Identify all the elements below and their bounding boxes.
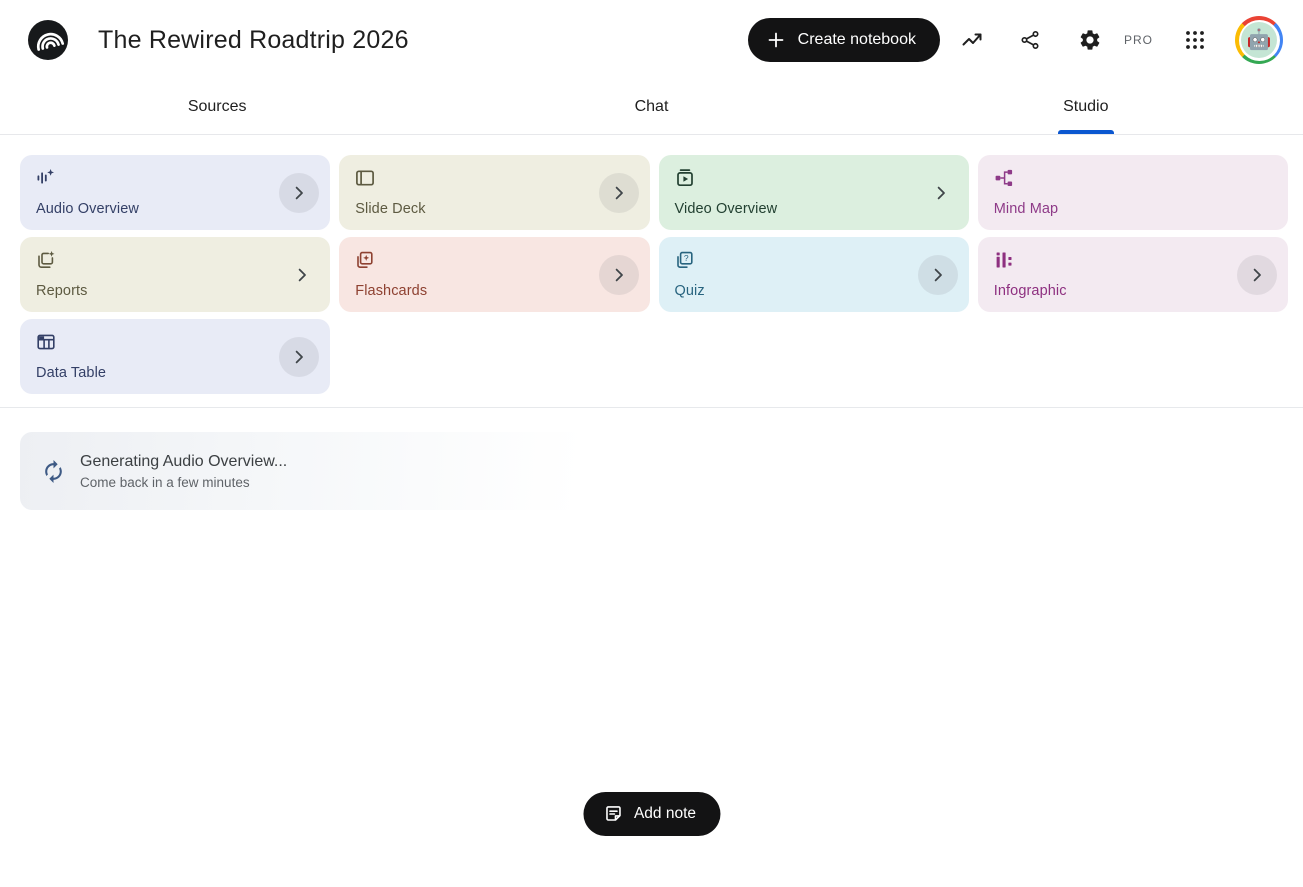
note-icon bbox=[603, 804, 623, 824]
generating-title: Generating Audio Overview... bbox=[80, 452, 288, 470]
chevron-right-icon[interactable] bbox=[1237, 254, 1277, 295]
chevron-right-icon[interactable] bbox=[929, 181, 953, 205]
studio-card-mind-map[interactable]: Mind Map bbox=[977, 155, 1288, 230]
studio-card-flashcards[interactable]: Flashcards bbox=[339, 237, 650, 312]
chevron-right-icon[interactable] bbox=[279, 336, 320, 377]
settings-gear-icon[interactable] bbox=[1078, 28, 1102, 52]
video-overview-icon bbox=[675, 168, 695, 188]
sync-icon bbox=[41, 459, 66, 484]
create-notebook-label: Create notebook bbox=[797, 31, 916, 48]
avatar[interactable]: 🤖 bbox=[1235, 16, 1283, 64]
studio-cards-grid: Audio Overview Slide Deck Video Overview… bbox=[0, 135, 1303, 394]
plus-icon bbox=[766, 30, 786, 50]
app-header: The Rewired Roadtrip 2026 Create noteboo… bbox=[0, 0, 1303, 80]
mind-map-icon bbox=[994, 168, 1014, 188]
infographic-icon bbox=[994, 250, 1014, 270]
card-label: Quiz bbox=[674, 283, 705, 299]
apps-grid-icon[interactable] bbox=[1183, 28, 1207, 52]
card-label: Data Table bbox=[36, 365, 107, 381]
data-table-icon bbox=[36, 332, 56, 352]
tab-chat[interactable]: Chat bbox=[634, 98, 669, 115]
chevron-right-icon[interactable] bbox=[290, 263, 314, 287]
card-label: Slide Deck bbox=[355, 201, 426, 217]
page-title[interactable]: The Rewired Roadtrip 2026 bbox=[98, 25, 409, 54]
avatar-ring: 🤖 bbox=[1238, 19, 1280, 61]
svg-text:?: ? bbox=[683, 253, 688, 263]
robot-avatar-image: 🤖 bbox=[1241, 22, 1277, 58]
studio-card-audio-overview[interactable]: Audio Overview bbox=[20, 155, 331, 230]
share-icon[interactable] bbox=[1018, 28, 1042, 52]
trending-up-icon[interactable] bbox=[960, 28, 984, 52]
studio-card-slide-deck[interactable]: Slide Deck bbox=[339, 155, 650, 230]
generating-status-row: Generating Audio Overview... Come back i… bbox=[20, 432, 628, 510]
header-actions: Create notebook PRO 🤖 bbox=[747, 16, 1283, 64]
tab-sources[interactable]: Sources bbox=[187, 98, 247, 115]
studio-card-infographic[interactable]: Infographic bbox=[977, 237, 1288, 312]
generating-subtitle: Come back in a few minutes bbox=[80, 474, 250, 490]
chevron-right-icon[interactable] bbox=[917, 254, 958, 295]
panel-tabs: Sources Chat Studio bbox=[0, 80, 1303, 135]
pro-badge: PRO bbox=[1123, 33, 1153, 47]
chevron-right-icon[interactable] bbox=[279, 172, 320, 213]
quiz-icon: ? bbox=[675, 250, 695, 270]
create-notebook-button[interactable]: Create notebook bbox=[747, 18, 940, 62]
add-note-button[interactable]: Add note bbox=[582, 792, 721, 836]
section-divider bbox=[0, 407, 1303, 408]
studio-card-reports[interactable]: Reports bbox=[20, 237, 331, 312]
slide-deck-icon bbox=[355, 168, 375, 188]
notebooklm-logo-icon[interactable] bbox=[28, 20, 68, 60]
studio-card-quiz[interactable]: ? Quiz bbox=[658, 237, 969, 312]
generating-text: Generating Audio Overview... Come back i… bbox=[80, 453, 287, 490]
card-label: Audio Overview bbox=[36, 201, 139, 217]
audio-waveform-icon bbox=[36, 168, 56, 188]
tab-studio[interactable]: Studio bbox=[869, 80, 1303, 134]
reports-icon bbox=[36, 250, 56, 270]
chevron-right-icon[interactable] bbox=[598, 172, 639, 213]
card-label: Infographic bbox=[993, 283, 1067, 299]
studio-card-video-overview[interactable]: Video Overview bbox=[658, 155, 969, 230]
flashcards-icon bbox=[355, 250, 375, 270]
card-label: Flashcards bbox=[355, 283, 428, 299]
studio-card-data-table[interactable]: Data Table bbox=[20, 319, 331, 394]
add-note-label: Add note bbox=[633, 805, 697, 822]
chevron-right-icon[interactable] bbox=[598, 254, 639, 295]
card-label: Reports bbox=[36, 283, 88, 299]
card-label: Mind Map bbox=[993, 201, 1059, 217]
card-label: Video Overview bbox=[674, 201, 778, 217]
